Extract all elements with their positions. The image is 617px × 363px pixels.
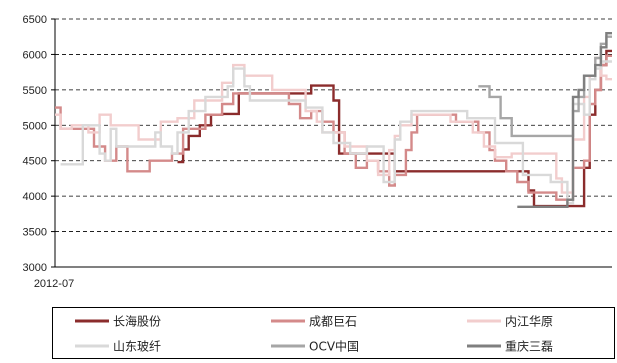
legend-label-1: 长海股份 [113,314,161,329]
legend-label-6: 重庆三磊 [505,340,553,354]
y-tick-label: 5000 [23,120,47,132]
y-tick-label: 6000 [23,49,47,61]
series-lines [55,32,612,209]
series-line-3 [55,56,612,194]
series-line-4 [60,60,612,205]
y-tick-label: 6500 [23,14,47,26]
legend-label-2: 成都巨石 [309,315,357,329]
x-tick-label: 2012-07 [34,278,74,290]
y-tick-label: 5500 [23,85,47,97]
grid-lines [55,18,612,232]
y-tick-label: 4000 [23,191,47,203]
legend-label-3: 内江华原 [505,315,553,329]
legend-label-5: OCV中国 [309,339,359,354]
series-line-6 [517,32,612,209]
y-tick-label: 3500 [23,227,47,239]
series-line-5 [478,35,612,138]
legend-label-4: 山东玻纤 [113,340,161,354]
y-tick-label: 4500 [23,156,47,168]
y-tick-label: 3000 [23,262,47,274]
axes: 3000 3500 4000 4500 5000 5500 6000 6500 2012-07 [23,14,612,290]
series-line-1 [177,49,612,208]
legend-box [52,307,615,359]
